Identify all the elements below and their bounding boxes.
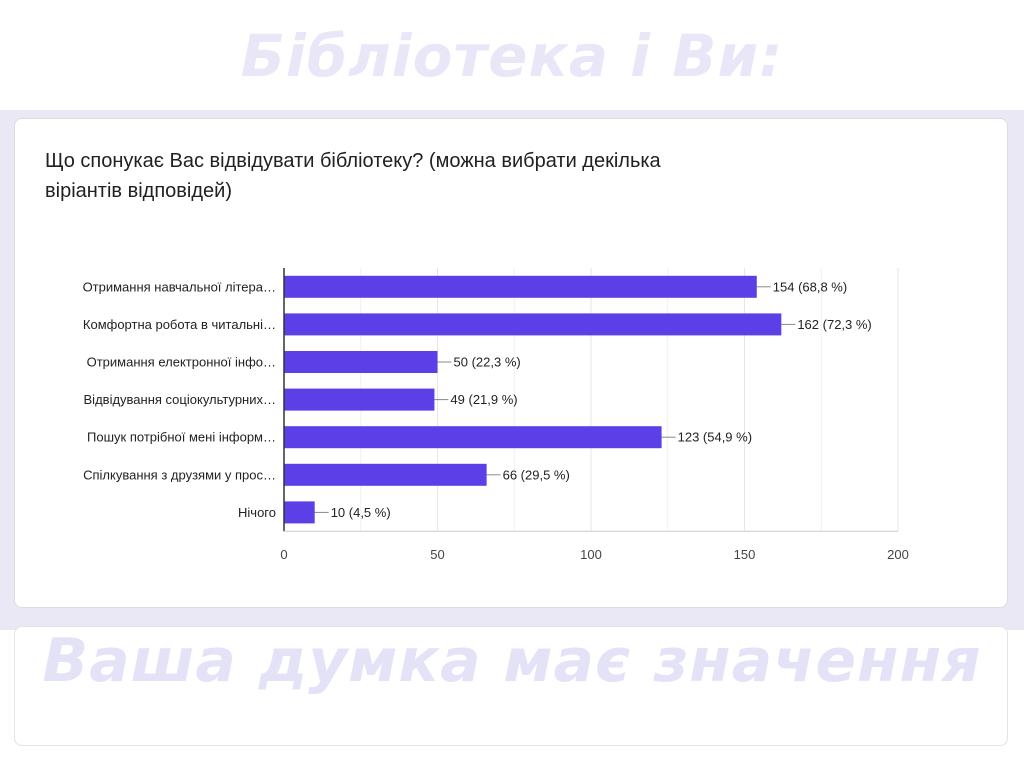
data-label: 10 (4,5 %)	[331, 505, 391, 520]
bar	[284, 351, 438, 373]
watermark-title-bottom: Ваша думка має значення	[42, 626, 982, 696]
data-label: 49 (21,9 %)	[450, 392, 517, 407]
bar	[284, 388, 435, 411]
next-card	[14, 626, 1008, 746]
data-label: 123 (54,9 %)	[678, 430, 752, 445]
data-label: 66 (29,5 %)	[503, 467, 570, 482]
x-tick-label: 50	[430, 547, 444, 562]
category-label: Пошук потрібної мені інформ…	[87, 430, 276, 445]
category-label: Нічого	[238, 505, 276, 520]
x-tick-label: 200	[887, 547, 909, 562]
bar	[284, 463, 487, 486]
category-label: Отримання навчальної літера…	[83, 279, 276, 294]
x-tick-label: 150	[734, 547, 756, 562]
watermark-title-top: Бібліотека і Ви:	[240, 22, 784, 90]
category-label: Спілкування з друзями у прос…	[83, 467, 276, 482]
data-label: 154 (68,8 %)	[773, 279, 847, 294]
bar	[284, 275, 757, 298]
bar	[284, 426, 662, 449]
category-label: Отримання електронної інфо…	[87, 355, 276, 370]
category-label: Комфортна робота в читальні…	[83, 317, 276, 332]
x-tick-label: 100	[580, 547, 602, 562]
bar	[284, 313, 782, 336]
x-tick-label: 0	[280, 547, 287, 562]
category-label: Відвідування соціокультурних…	[84, 392, 276, 407]
question-title: Що спонукає Вас відвідувати бібліотеку? …	[45, 150, 661, 202]
data-label: 50 (22,3 %)	[454, 355, 521, 370]
chart-card	[14, 118, 1008, 608]
data-label: 162 (72,3 %)	[797, 317, 871, 332]
bar	[284, 501, 315, 524]
